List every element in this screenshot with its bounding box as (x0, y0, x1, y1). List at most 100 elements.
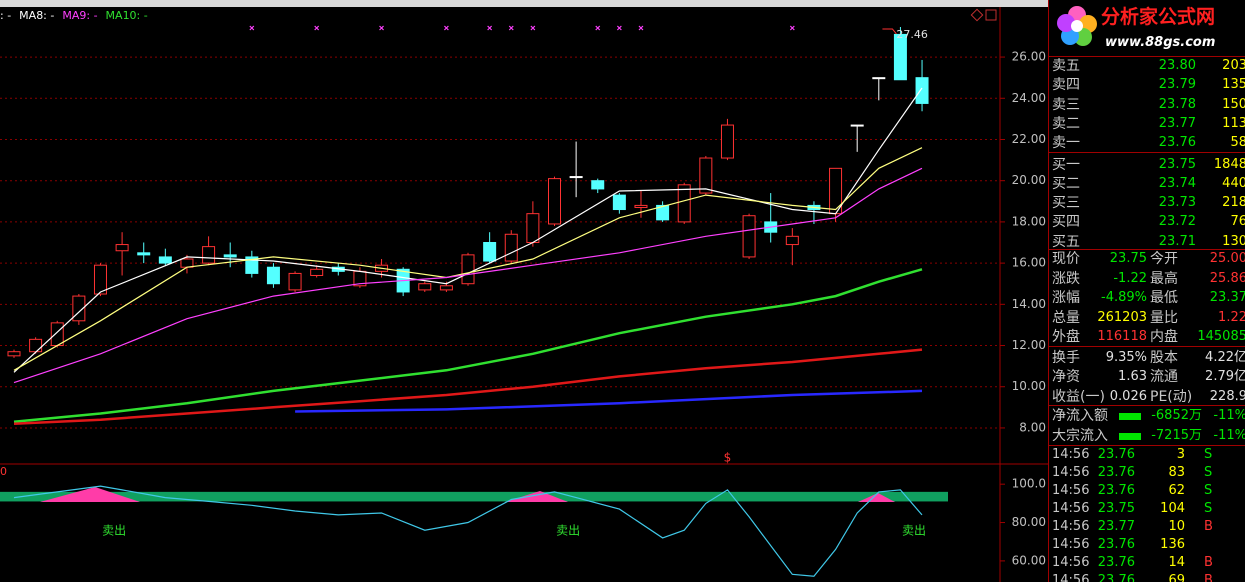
tick-time: 14:56 (1052, 501, 1090, 516)
y-tick-label: 80.00 (1012, 515, 1046, 529)
candle-body (158, 256, 172, 264)
order-price: 23.77 (1158, 115, 1196, 131)
y-tick-label: 22.00 (1012, 132, 1046, 146)
candle-body (180, 258, 194, 268)
separator (1049, 346, 1245, 347)
candle-body (461, 254, 475, 285)
tick-time: 14:56 (1052, 519, 1090, 534)
logo-url: www.88gs.com (1105, 35, 1216, 50)
order-price: 23.71 (1158, 233, 1196, 249)
order-volume: 76 (1230, 214, 1245, 230)
tick-price: 23.76 (1097, 483, 1135, 498)
order-volume: 135 (1222, 77, 1245, 93)
quote-label: 外盘 (1052, 329, 1080, 345)
y-tick-label: 26.00 (1012, 50, 1046, 64)
window-icon[interactable] (970, 8, 984, 22)
ma-line (295, 389, 923, 413)
quote-panel: 分析家公式网 www.88gs.com 卖五 23.80 203 卖四 23.79 135… (1048, 0, 1245, 582)
tick-side: S (1204, 465, 1213, 480)
order-volume: 58 (1230, 135, 1245, 151)
quote-value: 1.63 (1118, 369, 1147, 384)
tick-volume: 69 (1168, 573, 1185, 582)
candle-body (137, 252, 151, 256)
y-tick-label: 24.00 (1012, 91, 1046, 105)
tick-price: 23.76 (1097, 573, 1135, 582)
tick-price: 23.77 (1097, 519, 1135, 534)
candle-body (288, 272, 302, 291)
candle-body (526, 213, 540, 244)
quote-label: 流通 (1150, 369, 1178, 385)
signal-label: 卖出 (902, 524, 926, 538)
order-volume: 218 (1222, 195, 1245, 211)
signal-mark (789, 25, 795, 31)
legend-entry: MA9: - (62, 9, 97, 22)
candle-body (310, 268, 324, 276)
legend-entry: MA8: - (19, 9, 54, 22)
candle-body (548, 178, 561, 225)
order-label: 买五 (1052, 233, 1080, 250)
candle-body (634, 204, 648, 208)
quote-value: 9.35% (1105, 349, 1147, 365)
candle-body (569, 176, 583, 179)
quote-label: 股本 (1150, 349, 1178, 366)
tick-price: 23.76 (1097, 465, 1135, 480)
y-tick-label: 18.00 (1012, 214, 1046, 228)
order-price: 23.78 (1158, 96, 1196, 112)
ma-line (13, 348, 923, 426)
tick-volume: 62 (1168, 483, 1185, 498)
signal-label: 卖出 (102, 524, 126, 538)
order-label: 买一 (1052, 156, 1080, 173)
tick-side: S (1204, 501, 1213, 516)
candle-body (742, 215, 756, 258)
order-price: 23.73 (1158, 195, 1196, 211)
order-label: 买四 (1052, 214, 1080, 231)
candle-body (29, 338, 43, 353)
legend-entry: : - (0, 9, 11, 22)
quote-label: 涨跌 (1052, 270, 1080, 287)
order-label: 买三 (1052, 195, 1080, 212)
candle-body (699, 157, 713, 194)
tick-time: 14:56 (1052, 465, 1090, 480)
tick-side: S (1204, 447, 1213, 462)
order-label: 卖二 (1052, 115, 1080, 132)
annotation-arrow (882, 28, 897, 35)
flow-bar (1119, 432, 1141, 440)
separator (1049, 56, 1245, 57)
tick-price: 23.76 (1097, 555, 1135, 570)
title-strip (0, 0, 1048, 7)
legend: : - MA8: - MA9: - MA10: - (0, 9, 148, 22)
tick-side: B (1204, 519, 1213, 534)
quote-value: 25.86 (1209, 270, 1245, 286)
candle-body (223, 254, 237, 258)
order-price: 23.80 (1158, 58, 1196, 73)
quote-value: 116118 (1097, 329, 1147, 344)
order-volume: 150 (1222, 96, 1245, 112)
indicator-line (13, 485, 923, 577)
quote-value: -1.22 (1113, 270, 1147, 286)
signal-mark (487, 25, 493, 31)
indicator-fill (505, 491, 568, 502)
quote-label: 今开 (1150, 251, 1178, 267)
order-label: 买二 (1052, 175, 1080, 192)
separator (1049, 405, 1245, 406)
quote-value: 1.22 (1218, 309, 1245, 325)
order-label: 卖三 (1052, 96, 1080, 113)
annotation-marker: $ (724, 451, 732, 465)
order-price: 23.79 (1158, 77, 1196, 93)
logo-title: 分析家公式网 (1101, 6, 1216, 28)
window-icon[interactable] (985, 9, 997, 21)
separator (1049, 249, 1245, 250)
flow-value: -7215万 (1151, 427, 1202, 443)
tick-side: B (1204, 573, 1213, 582)
quote-value: 23.75 (1109, 251, 1147, 266)
signal-mark (443, 25, 449, 31)
quote-label: 净资 (1052, 369, 1080, 385)
candle-body (93, 264, 107, 295)
candle-body (7, 351, 21, 357)
tick-price: 23.76 (1097, 537, 1135, 552)
candle-body (50, 322, 64, 347)
tick-time: 14:56 (1052, 555, 1090, 570)
tick-time: 14:56 (1052, 483, 1090, 498)
quote-label: 收益(一) (1052, 388, 1105, 405)
